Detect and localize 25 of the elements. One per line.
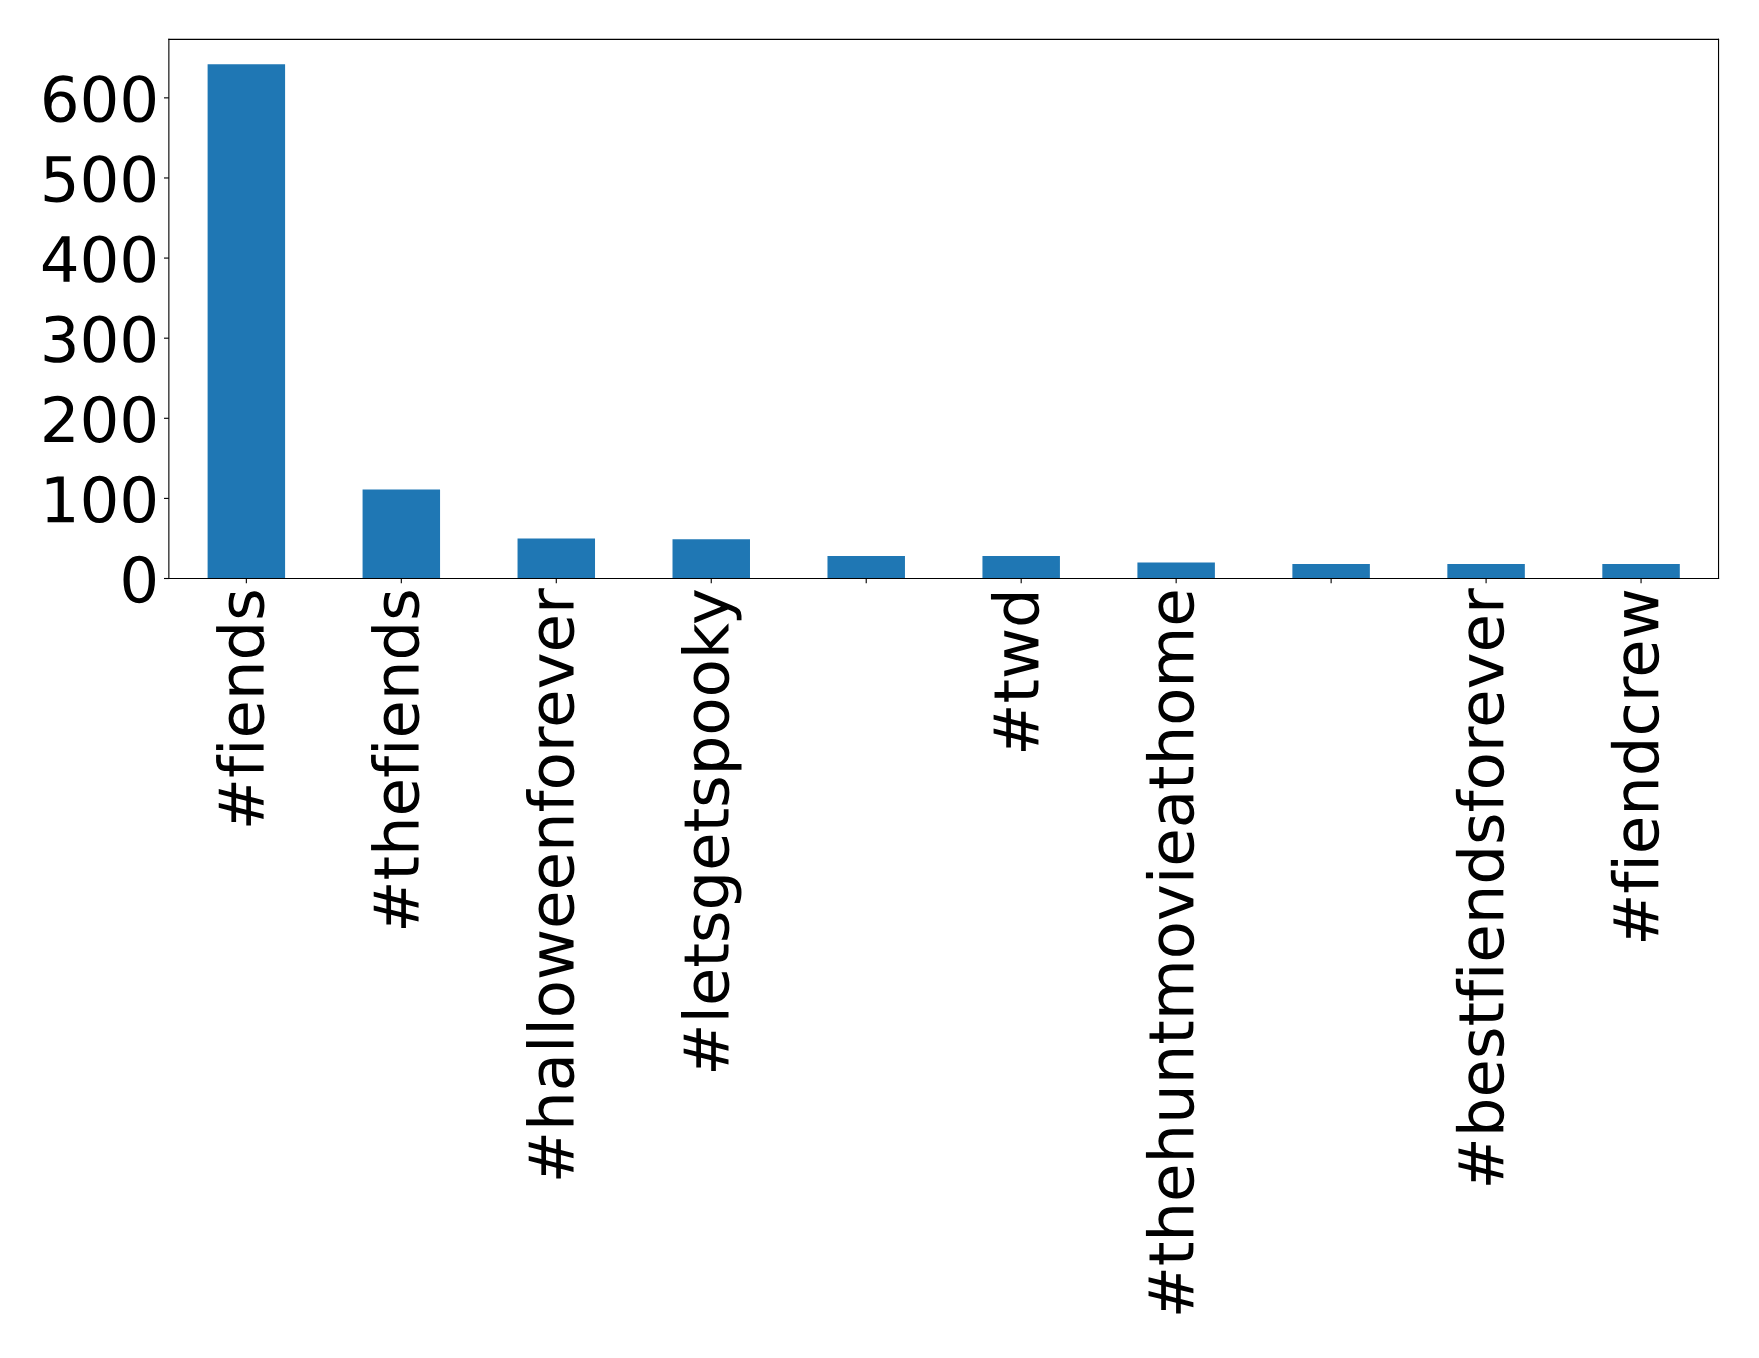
y-tick-label: 300 (44, 315, 155, 363)
bar (982, 556, 1060, 579)
x-tick-label: #bestfiendsforever (1455, 588, 1505, 1185)
x-tick-label: #twd (990, 593, 1040, 752)
bar (1292, 564, 1370, 579)
y-tick-label: 200 (44, 395, 155, 443)
x-tick-label: #halloweenforever (526, 588, 575, 1179)
y-tick-label: 600 (44, 75, 155, 123)
y-tick-label: 500 (44, 155, 155, 203)
x-tick-label: #thehuntmovieathome (1145, 591, 1195, 1314)
y-tick-label: 400 (42, 235, 155, 283)
bar (362, 489, 441, 579)
bar (1602, 564, 1680, 579)
y-tick-label: 100 (46, 475, 155, 524)
x-tick-label: #fiendcrew (1610, 590, 1660, 942)
x-tick-label: #fiends (216, 591, 265, 826)
bar (517, 538, 596, 579)
bar (1137, 562, 1215, 579)
x-tick-label: #letsgetspooky (681, 590, 742, 1071)
bar (207, 64, 286, 579)
y-tick-label: 0 (123, 555, 155, 604)
bar (1447, 564, 1525, 579)
x-tick-label: #thefiends (371, 591, 420, 929)
bar (827, 556, 905, 579)
bar (672, 539, 750, 579)
